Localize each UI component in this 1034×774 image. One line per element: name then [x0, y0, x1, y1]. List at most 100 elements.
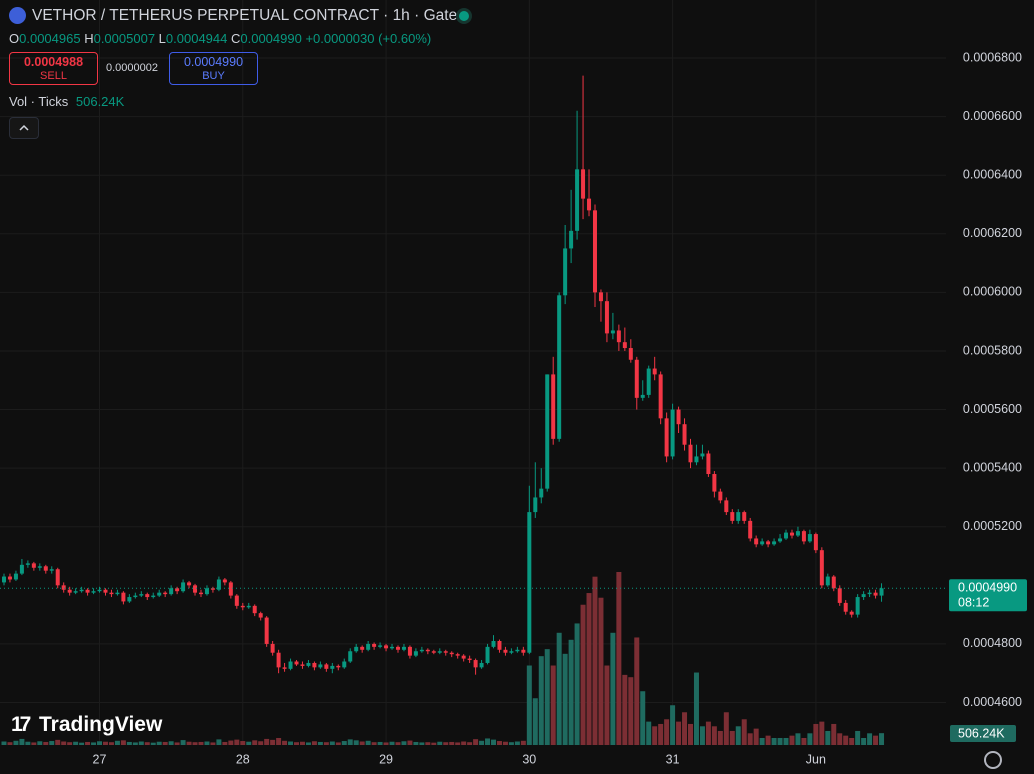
candle-body	[79, 589, 84, 592]
volume-bar	[520, 740, 526, 745]
candle-body	[175, 588, 180, 592]
candle-body	[736, 512, 741, 521]
volume-bar	[610, 632, 616, 745]
candle-body	[551, 374, 556, 439]
candle-body	[581, 169, 586, 199]
candle-body	[742, 512, 747, 521]
volume-bar	[61, 741, 67, 745]
candle-body	[772, 541, 777, 545]
volume-bar	[79, 742, 85, 745]
candle-body	[509, 651, 514, 653]
volume-bar	[562, 653, 568, 745]
candle-body	[789, 532, 794, 536]
y-tick-label: 0.0006800	[963, 50, 1022, 64]
brand-name: TradingView	[39, 713, 163, 736]
volume-bar	[461, 741, 467, 745]
volume-bar	[491, 739, 497, 745]
candle-body	[491, 640, 496, 647]
candle-body	[598, 292, 603, 302]
collapse-button[interactable]	[9, 117, 39, 139]
x-tick-label: 30	[522, 752, 536, 766]
candle-body	[700, 453, 705, 457]
volume-bar	[741, 719, 747, 745]
volume-bar	[37, 741, 43, 745]
candle-body	[825, 576, 830, 586]
volume-bar	[759, 737, 765, 745]
legend-value: 0.0004990	[240, 31, 302, 46]
volume-bar	[413, 741, 419, 745]
sell-label: SELL	[40, 70, 67, 82]
candle-body	[151, 595, 156, 598]
volume-bar	[795, 733, 801, 745]
candle-body	[754, 538, 759, 545]
candle-body	[258, 613, 263, 618]
volume-bar	[592, 576, 598, 745]
volume-bar	[168, 741, 174, 745]
settings-button[interactable]	[984, 751, 1002, 769]
volume-bar	[258, 741, 264, 745]
buy-button[interactable]: 0.0004990 BUY	[169, 52, 258, 85]
candle-body	[1, 576, 6, 583]
candle-body	[449, 652, 454, 655]
volume-bar	[282, 740, 288, 745]
candle-body	[43, 566, 48, 571]
candle-body	[210, 588, 215, 590]
candle-body	[712, 474, 717, 492]
candle-body	[204, 588, 209, 595]
candle-body	[234, 595, 239, 606]
y-tick-label: 0.0006600	[963, 109, 1022, 123]
y-tick-label: 0.0006400	[963, 167, 1022, 181]
candle-body	[91, 591, 96, 593]
candle-body	[658, 374, 663, 419]
volume-bar	[25, 741, 31, 745]
volume-bar	[43, 741, 49, 745]
volume-bar	[7, 742, 13, 745]
volume-title: Vol · Ticks	[9, 94, 69, 109]
volume-legend: Vol · Ticks 506.24K	[9, 94, 124, 109]
candle-body	[378, 645, 383, 647]
volume-bar	[693, 672, 699, 745]
volume-bar	[264, 738, 270, 745]
volume-bar	[879, 733, 885, 745]
x-tick-label: 28	[236, 752, 250, 766]
volume-bar	[174, 742, 180, 745]
candle-body	[67, 589, 72, 593]
candle-body	[270, 643, 275, 653]
candle-body	[384, 645, 389, 649]
volume-bar	[485, 738, 491, 745]
candle-body	[724, 500, 729, 513]
candle-body	[497, 640, 502, 650]
volume-bar	[204, 741, 210, 745]
y-tick-label: 0.0004600	[963, 695, 1022, 709]
candle-body	[443, 651, 448, 653]
volume-bar	[664, 719, 670, 745]
legend-value: 0.0004965	[19, 31, 81, 46]
volume-bar	[198, 741, 204, 745]
volume-bar	[849, 737, 855, 745]
candle-body	[527, 512, 532, 653]
volume-bar	[114, 740, 120, 745]
volume-bar	[622, 674, 628, 745]
brand-logo[interactable]: 17 TradingView	[11, 713, 162, 737]
volume-bar	[19, 738, 25, 745]
volume-bar	[97, 741, 103, 745]
volume-bar	[228, 740, 234, 745]
volume-bar	[658, 723, 664, 745]
volume-bar	[329, 741, 335, 745]
candle-body	[31, 563, 36, 568]
status-dot	[459, 11, 469, 21]
volume-bar	[652, 726, 658, 745]
legend-key: O	[9, 31, 20, 46]
candle-body	[766, 541, 771, 545]
sell-button[interactable]: 0.0004988 SELL	[9, 52, 98, 85]
candle-body	[503, 649, 508, 653]
candle-body	[318, 664, 323, 668]
symbol-title[interactable]: VETHOR / TETHERUS PERPETUAL CONTRACT · 1…	[32, 7, 458, 24]
candle-body	[670, 409, 675, 457]
candle-body	[282, 667, 287, 669]
volume-bar	[765, 735, 771, 745]
volume-bar	[31, 742, 37, 745]
y-tick-label: 0.0006200	[963, 226, 1022, 240]
x-tick-label: 31	[666, 752, 680, 766]
volume-bar	[705, 721, 711, 745]
